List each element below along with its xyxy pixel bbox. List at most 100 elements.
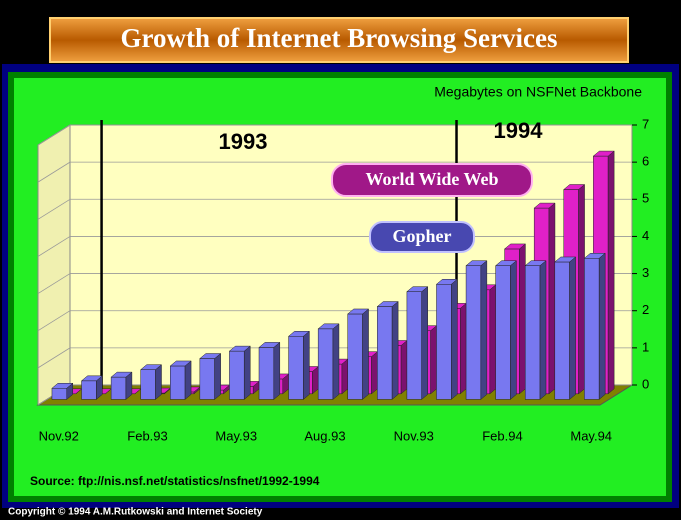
bar-front — [377, 306, 393, 400]
bar-side — [273, 341, 281, 400]
y-tick-label: 1 — [642, 339, 649, 354]
bar-side — [303, 330, 310, 400]
left-wall — [37, 124, 71, 406]
subtitle: Megabytes on NSFNet Backbone — [434, 84, 642, 100]
grid-line — [37, 273, 71, 294]
y-tick-label: 0 — [642, 376, 649, 391]
bar-top — [435, 279, 458, 285]
bar — [524, 260, 547, 400]
bar-side — [607, 150, 615, 395]
grid-line — [37, 161, 71, 183]
bar-front — [436, 284, 452, 400]
bar-side — [400, 339, 408, 395]
copyright: Copyright © 1994 A.M.Rutkowski and Inter… — [8, 507, 263, 518]
bar-top — [376, 301, 399, 307]
bar — [376, 301, 399, 400]
bar-front — [81, 380, 97, 400]
bar-side — [489, 284, 497, 395]
bar-side — [598, 252, 606, 400]
x-tick-label: May.94 — [570, 428, 612, 443]
bar — [435, 278, 458, 400]
bar-front — [229, 350, 245, 400]
x-tick-label: May.93 — [215, 428, 257, 443]
x-tick-label: Aug.93 — [304, 428, 345, 443]
legend-box — [331, 163, 533, 197]
bar-side — [155, 364, 162, 400]
plot: 0 1 2 3 4 5 6 7 Nov.92 Feb.93 May.93 Aug.93 Nov.93 Fe… — [36, 116, 649, 443]
bar-front — [140, 369, 156, 400]
legend-box — [369, 221, 475, 253]
bar — [258, 341, 281, 400]
bar-side — [548, 202, 556, 395]
y-tick-label: 2 — [642, 302, 649, 317]
bar-top — [347, 308, 370, 315]
bar-front — [584, 258, 600, 400]
bar-side — [480, 260, 488, 400]
bar-front — [317, 328, 334, 400]
bar — [494, 260, 518, 400]
bar-top — [51, 383, 74, 389]
chart-title: Growth of Internet Browsing Services — [121, 23, 558, 53]
bar-side — [459, 302, 467, 395]
bar-front — [199, 358, 215, 400]
bar-side — [371, 351, 378, 395]
bar — [406, 286, 429, 400]
bar-side — [214, 353, 221, 400]
bar-top — [494, 260, 518, 266]
bar — [347, 308, 370, 400]
x-tick-label: Feb.93 — [127, 428, 167, 443]
x-tick-label: Nov.93 — [394, 428, 434, 443]
bar-top — [524, 260, 547, 266]
y-tick-label: 6 — [642, 154, 649, 169]
x-tick-label: Feb.94 — [482, 428, 522, 443]
bar-top — [199, 353, 222, 359]
bar-front — [554, 261, 570, 400]
bar-top — [592, 150, 615, 157]
bar-front — [495, 265, 511, 400]
year-label: 1993 — [219, 129, 268, 154]
bar-side — [519, 243, 526, 395]
grid-line — [37, 236, 71, 257]
bar-side — [430, 325, 437, 395]
bar-side — [391, 301, 399, 400]
bar-top — [80, 375, 104, 382]
bar — [317, 323, 340, 400]
bar-top — [554, 256, 577, 263]
bar-top — [563, 184, 586, 190]
bar-top — [503, 243, 527, 250]
bar-front — [51, 388, 67, 400]
bar-front — [110, 376, 127, 400]
grid-line — [37, 124, 71, 146]
grid-line — [37, 347, 71, 369]
bar-top — [287, 331, 311, 337]
y-tick-label: 4 — [642, 228, 649, 243]
bar-top — [533, 202, 556, 209]
bar-front — [288, 336, 304, 400]
bar-side — [451, 278, 458, 400]
y-tick-label: 3 — [642, 265, 649, 280]
bar — [554, 256, 577, 400]
bar — [169, 360, 192, 400]
bar-top — [228, 345, 251, 352]
bar — [228, 345, 251, 400]
title-box — [49, 17, 629, 63]
bar — [583, 252, 606, 400]
bar-top — [140, 364, 163, 370]
bar-front — [258, 347, 275, 400]
grid-line — [37, 310, 71, 332]
bar-top — [110, 371, 133, 378]
x-tick-label: Nov.92 — [39, 428, 79, 443]
bar-side — [569, 256, 576, 400]
bar-front — [406, 291, 422, 400]
bar — [199, 353, 222, 400]
legend-label: Gopher — [392, 226, 451, 246]
bar-front — [524, 265, 541, 400]
bar-side — [362, 308, 369, 400]
grid-line — [37, 198, 71, 220]
bar-top — [317, 323, 340, 330]
y-tick-label: 5 — [642, 191, 649, 206]
bar-side — [510, 260, 517, 400]
bar-top — [406, 286, 429, 292]
bar-top — [258, 342, 281, 348]
